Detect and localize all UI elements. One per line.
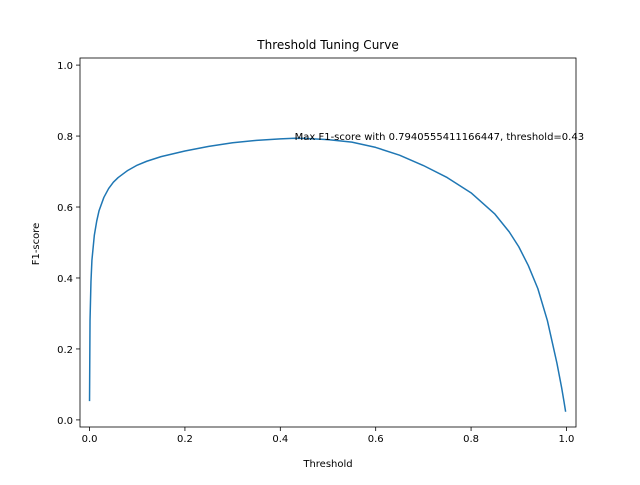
axis-ticks: 0.0 0.2 0.4 0.6 0.8 1.0 0.0 0.2 0.4 0.6 0.8 1.0 [57,61,574,445]
x-tick-label: 0.8 [463,434,479,445]
y-tick-label: 0.6 [57,203,73,214]
x-axis-label: Threshold [302,459,352,470]
axes-frame [79,57,577,428]
chart-title: Threshold Tuning Curve [256,38,398,52]
x-tick-label: 0.0 [82,434,98,445]
y-axis-label: F1-score [31,223,42,266]
x-tick-label: 0.2 [177,434,193,445]
y-tick-label: 0.2 [57,345,73,356]
x-tick-label: 1.0 [559,434,575,445]
series-line-0 [88,137,567,412]
y-tick-label: 1.0 [57,61,73,72]
x-tick-label: 0.6 [368,434,384,445]
y-tick-label: 0.4 [57,274,73,285]
y-tick-label: 0.8 [57,132,73,143]
x-tick-label: 0.4 [272,434,288,445]
max-f1-annotation: Max F1-score with 0.7940555411166447, th… [295,132,584,143]
y-tick-label: 0.0 [57,416,73,427]
plot-area [79,57,577,428]
annotation-layer: Max F1-score with 0.7940555411166447, th… [295,132,584,143]
